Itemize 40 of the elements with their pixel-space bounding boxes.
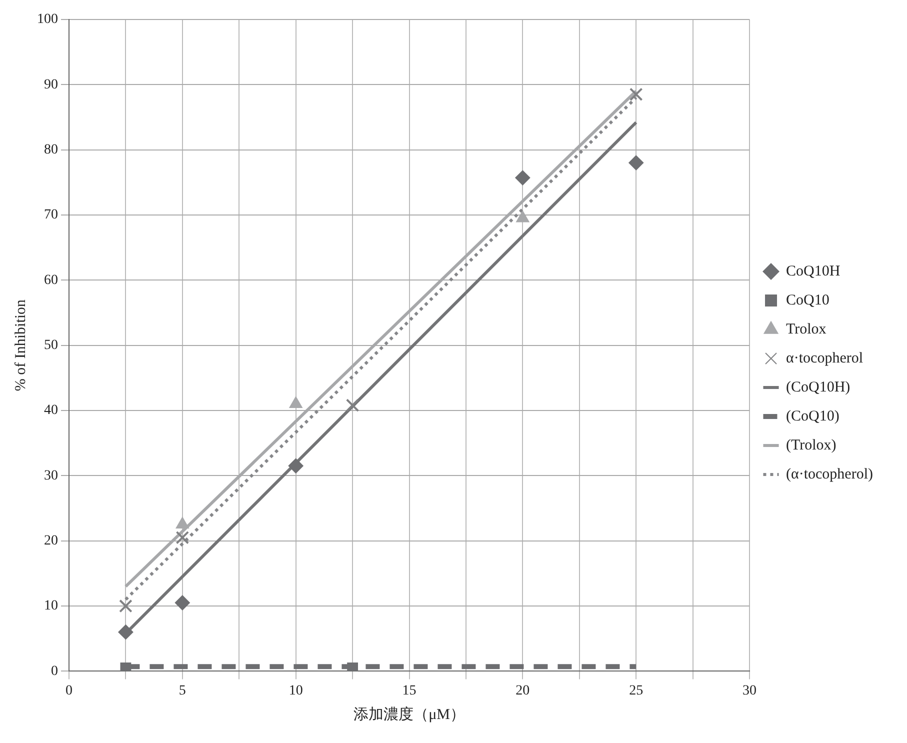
legend-label: (Trolox) [786, 437, 836, 454]
y-tick-label: 60 [44, 272, 58, 288]
x-tick-label: 0 [66, 683, 72, 698]
point [629, 88, 643, 102]
x-axis-title: 添加濃度（μM） [354, 706, 465, 723]
y-tick-label: 30 [44, 468, 58, 484]
point [346, 398, 360, 412]
y-tick-label: 0 [51, 664, 58, 679]
y-tick-label: 70 [44, 208, 58, 223]
x-tick-label: 25 [629, 683, 644, 698]
point [176, 517, 189, 529]
x-tick-label: 20 [516, 683, 530, 698]
point [176, 530, 190, 544]
y-tick-label: 90 [44, 77, 58, 92]
point [120, 662, 132, 672]
legend-label: (α·tocopherol) [786, 466, 874, 482]
x-tick-label: 5 [178, 683, 186, 698]
point [628, 155, 644, 170]
y-tick-label: 10 [44, 598, 58, 614]
y-tick-label: 100 [37, 12, 58, 28]
point [288, 458, 304, 474]
legend-label: CoQ10 [786, 292, 830, 308]
legend-label: CoQ10H [786, 263, 840, 280]
x-tick-label: 15 [402, 683, 416, 698]
point [347, 662, 358, 672]
point [118, 624, 134, 640]
point [515, 170, 530, 186]
legend-label: (CoQ10H) [786, 379, 850, 396]
x-tick-label: 10 [288, 683, 303, 698]
y-tick-label: 20 [44, 534, 58, 549]
legend-label: (CoQ10) [786, 408, 840, 424]
legend-label: α·tocopherol [786, 350, 864, 366]
y-tick-label: 40 [44, 403, 58, 418]
x-tick-label: 30 [742, 683, 757, 698]
y-axis-title: % of Inhibition [12, 298, 29, 392]
legend-label: Trolox [786, 321, 827, 338]
point [174, 595, 190, 610]
point [119, 599, 132, 613]
y-tick-label: 50 [44, 338, 58, 353]
y-tick-label: 80 [44, 142, 58, 158]
